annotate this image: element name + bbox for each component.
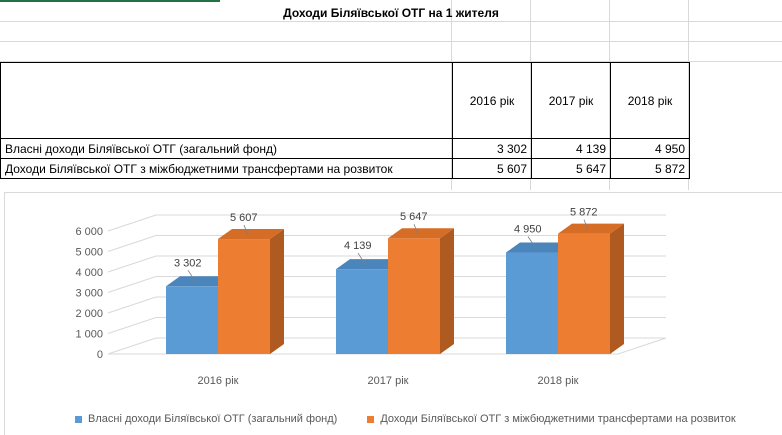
data-label: 3 302 bbox=[174, 257, 202, 269]
active-tab-indicator bbox=[0, 0, 220, 2]
value-cell[interactable]: 5 647 bbox=[531, 158, 611, 179]
gridline-side bbox=[107, 276, 157, 293]
y-tick-label: 1 000 bbox=[75, 329, 103, 341]
bar-top bbox=[166, 276, 232, 287]
gridline-side bbox=[107, 296, 157, 314]
y-tick-label: 5 000 bbox=[75, 247, 103, 259]
gridline bbox=[0, 21, 782, 22]
gridline-side bbox=[107, 235, 157, 252]
bar-front bbox=[166, 286, 218, 354]
data-table: 2016 рік 2017 рік 2018 рік Власні доходи… bbox=[0, 62, 690, 179]
gridline-side bbox=[107, 214, 157, 232]
legend-swatch bbox=[367, 415, 375, 423]
data-label: 5 647 bbox=[400, 211, 428, 223]
data-label: 4 950 bbox=[514, 224, 542, 236]
value-cell[interactable]: 3 302 bbox=[452, 138, 532, 159]
data-label: 5 872 bbox=[570, 207, 598, 219]
bar-front bbox=[336, 269, 388, 354]
bar-front bbox=[506, 252, 558, 354]
sheet-title[interactable]: Доходи Біляївської ОТГ на 1 жителя bbox=[283, 6, 499, 20]
value-cell[interactable]: 4 950 bbox=[610, 138, 690, 159]
x-tick-label: 2017 рік bbox=[368, 375, 409, 387]
gridline-side bbox=[107, 337, 157, 355]
row-label-cell[interactable]: Доходи Біляївської ОТГ з міжбюджетними т… bbox=[0, 158, 453, 179]
header-cell[interactable]: 2018 рік bbox=[610, 62, 690, 139]
floor-edge bbox=[617, 337, 667, 355]
bar-front bbox=[218, 239, 270, 354]
gridline bbox=[0, 61, 782, 62]
x-tick-label: 2016 рік bbox=[198, 375, 239, 387]
value-cell[interactable]: 5 607 bbox=[452, 158, 532, 179]
legend-label: Власні доходи Біляївської ОТГ (загальний… bbox=[88, 413, 338, 425]
data-label-leader bbox=[413, 224, 419, 235]
data-label-leader bbox=[243, 224, 249, 236]
table-row: Доходи Біляївської ОТГ з міжбюджетними т… bbox=[0, 158, 690, 179]
legend-swatch bbox=[75, 415, 82, 423]
bar-side bbox=[270, 229, 284, 354]
legend-item: Власні доходи Біляївської ОТГ (загальний… bbox=[75, 413, 337, 425]
chart-area[interactable]: 0 1 000 2 000 3 000 4 000 5 000 6 000 3 302 5 60… bbox=[4, 192, 782, 435]
bar-top bbox=[218, 229, 284, 240]
data-label-leader bbox=[357, 252, 367, 266]
y-tick-label: 3 000 bbox=[75, 288, 103, 300]
row-label-cell[interactable]: Власні доходи Біляївської ОТГ (загальний… bbox=[0, 138, 453, 159]
table-row: Власні доходи Біляївської ОТГ (загальний… bbox=[0, 138, 690, 159]
legend-label: Доходи Біляївської ОТГ з міжбюджетними т… bbox=[380, 413, 736, 425]
bar-front bbox=[388, 238, 440, 354]
header-cell[interactable]: 2016 рік bbox=[452, 62, 532, 139]
bar-top bbox=[558, 223, 624, 234]
header-cell[interactable]: 2017 рік bbox=[531, 62, 611, 139]
data-label: 5 607 bbox=[230, 212, 258, 224]
y-tick-label: 0 bbox=[97, 349, 103, 361]
gridline-side bbox=[107, 317, 157, 334]
bar-chart-3d: 0 1 000 2 000 3 000 4 000 5 000 6 000 3 302 5 60… bbox=[75, 207, 667, 387]
header-cell[interactable] bbox=[0, 62, 453, 139]
value-cell[interactable]: 5 872 bbox=[610, 158, 690, 179]
y-tick-label: 6 000 bbox=[75, 226, 103, 238]
bar-top bbox=[336, 259, 402, 270]
bar-side bbox=[610, 223, 624, 354]
value-cell[interactable]: 4 139 bbox=[531, 138, 611, 159]
legend-item: Доходи Біляївської ОТГ з міжбюджетними т… bbox=[367, 413, 736, 425]
x-tick-label: 2018 рік bbox=[538, 375, 579, 387]
y-tick-label: 4 000 bbox=[75, 267, 103, 279]
data-label-leader bbox=[527, 236, 537, 249]
table-header-row: 2016 рік 2017 рік 2018 рік bbox=[0, 62, 690, 139]
gridline bbox=[0, 41, 782, 42]
data-label-leader bbox=[583, 219, 589, 230]
bar-top bbox=[506, 242, 572, 253]
gridline-side bbox=[107, 255, 157, 273]
data-label-leader bbox=[187, 270, 197, 283]
bar-front bbox=[558, 233, 610, 354]
bar-top bbox=[388, 228, 454, 239]
y-tick-label: 2 000 bbox=[75, 308, 103, 320]
data-label: 4 139 bbox=[344, 240, 372, 252]
chart-legend[interactable]: Власні доходи Біляївської ОТГ (загальний… bbox=[75, 413, 736, 425]
bar-side bbox=[440, 228, 454, 354]
